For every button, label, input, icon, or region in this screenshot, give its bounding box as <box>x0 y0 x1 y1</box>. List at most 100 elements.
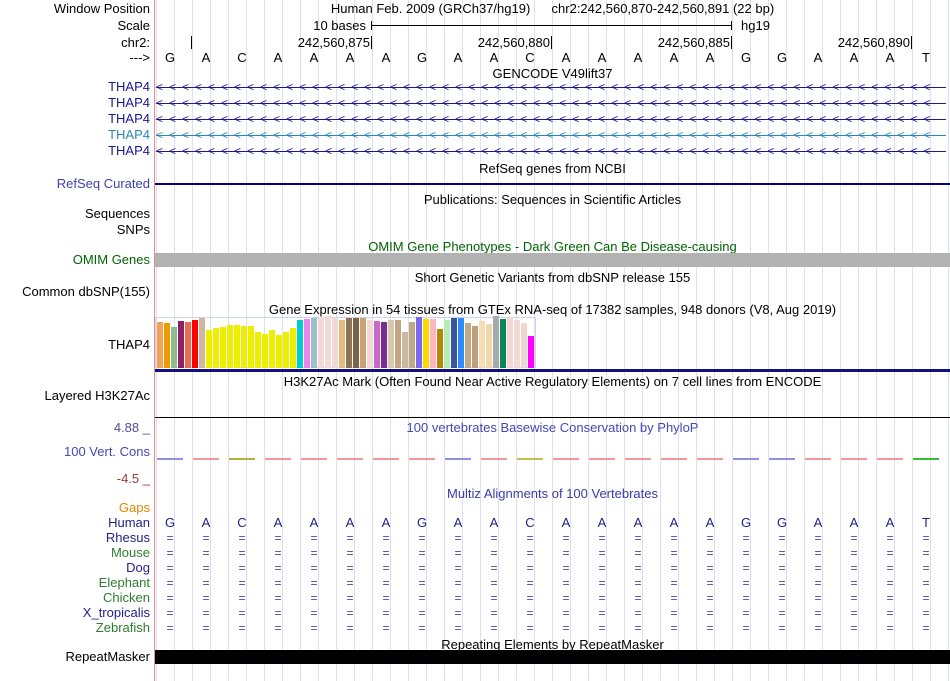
phylop-score-dash[interactable] <box>877 458 903 460</box>
phylop-score-dash[interactable] <box>193 458 219 460</box>
gtex-bar[interactable] <box>163 323 170 368</box>
gtex-bar[interactable] <box>317 317 324 368</box>
gtex-bar[interactable] <box>422 319 429 368</box>
phylop-score-dash[interactable] <box>733 458 759 460</box>
gtex-bar[interactable] <box>443 320 450 368</box>
sequences-label[interactable]: Sequences <box>84 206 150 221</box>
phylop-score-dash[interactable] <box>661 458 687 460</box>
gtex-bar[interactable] <box>170 327 177 368</box>
gtex-bar[interactable] <box>408 322 415 368</box>
gtex-bar[interactable] <box>219 327 226 368</box>
phylop-score-dash[interactable] <box>625 458 651 460</box>
phylop-score-dash[interactable] <box>445 458 471 460</box>
species-label-dog[interactable]: Dog <box>126 560 150 575</box>
gtex-bar[interactable] <box>499 319 506 368</box>
gtex-gene-label[interactable]: THAP4 <box>108 337 150 352</box>
gene-label-thap4[interactable]: THAP4 <box>108 127 150 142</box>
species-label-gaps[interactable]: Gaps <box>118 500 150 515</box>
gene-arrow-line[interactable]: <<<<<<<<<<<<<<<<<<<<<<<<<<<<<<<<<<<<<<<<… <box>156 80 946 95</box>
gene-arrow-line[interactable]: <<<<<<<<<<<<<<<<<<<<<<<<<<<<<<<<<<<<<<<<… <box>156 112 946 127</box>
gene-arrow-line[interactable]: <<<<<<<<<<<<<<<<<<<<<<<<<<<<<<<<<<<<<<<<… <box>156 144 946 159</box>
phylop-score-dash[interactable] <box>481 458 507 460</box>
gtex-bar[interactable] <box>310 318 317 368</box>
gtex-bar[interactable] <box>177 321 184 368</box>
species-label-human[interactable]: Human <box>108 515 150 530</box>
gtex-bar[interactable] <box>247 326 254 368</box>
gtex-bar[interactable] <box>296 320 303 368</box>
gtex-bar[interactable] <box>478 321 485 368</box>
species-label-mouse[interactable]: Mouse <box>110 545 150 560</box>
vert-cons-label[interactable]: 100 Vert. Cons <box>64 444 150 459</box>
repeatmasker-label[interactable]: RepeatMasker <box>65 649 150 664</box>
phylop-score-dash[interactable] <box>229 458 255 460</box>
gtex-bar[interactable] <box>184 322 191 368</box>
gtex-bar[interactable] <box>366 320 373 368</box>
gtex-bar[interactable] <box>450 318 457 368</box>
gene-label-thap4[interactable]: THAP4 <box>108 143 150 158</box>
gtex-bar[interactable] <box>268 330 275 368</box>
gtex-bar[interactable] <box>226 325 233 368</box>
gtex-bar[interactable] <box>380 322 387 368</box>
gtex-bar[interactable] <box>289 328 296 368</box>
phylop-score-dash[interactable] <box>409 458 435 460</box>
phylop-score-dash[interactable] <box>301 458 327 460</box>
species-label-x_tropicalis[interactable]: X_tropicalis <box>82 605 150 620</box>
gene-label-thap4[interactable]: THAP4 <box>108 111 150 126</box>
phylop-score-dash[interactable] <box>265 458 291 460</box>
gtex-bar[interactable] <box>464 323 471 368</box>
repeatmasker-bar[interactable] <box>155 650 950 664</box>
snps-label[interactable]: SNPs <box>116 222 150 237</box>
gene-arrow-line[interactable]: <<<<<<<<<<<<<<<<<<<<<<<<<<<<<<<<<<<<<<<<… <box>156 96 946 111</box>
gtex-bar[interactable] <box>324 316 331 368</box>
gtex-bar[interactable] <box>457 318 464 368</box>
gtex-bar[interactable] <box>429 319 436 368</box>
h3k27ac-label[interactable]: Layered H3K27Ac <box>44 388 150 403</box>
gtex-bar[interactable] <box>485 324 492 368</box>
gtex-bar[interactable] <box>240 326 247 368</box>
phylop-score-dash[interactable] <box>841 458 867 460</box>
gene-label-thap4[interactable]: THAP4 <box>108 79 150 94</box>
gtex-bar[interactable] <box>471 326 478 368</box>
gtex-bar[interactable] <box>212 328 219 368</box>
gtex-bar[interactable] <box>254 332 261 368</box>
gtex-bar[interactable] <box>401 332 408 368</box>
gtex-bar[interactable] <box>303 319 310 368</box>
omim-genes-bar[interactable] <box>155 253 950 267</box>
gene-arrow-line[interactable]: <<<<<<<<<<<<<<<<<<<<<<<<<<<<<<<<<<<<<<<<… <box>156 128 946 143</box>
refseq-curated-label[interactable]: RefSeq Curated <box>56 176 150 191</box>
phylop-score-dash[interactable] <box>805 458 831 460</box>
phylop-score-dash[interactable] <box>337 458 363 460</box>
gtex-bar[interactable] <box>352 318 359 368</box>
gtex-bar[interactable] <box>198 318 205 368</box>
gtex-bar[interactable] <box>520 323 527 368</box>
gtex-bar[interactable] <box>282 332 289 368</box>
gene-label-thap4[interactable]: THAP4 <box>108 95 150 110</box>
common-dbsnp-label[interactable]: Common dbSNP(155) <box>22 284 150 299</box>
gtex-bar[interactable] <box>331 318 338 368</box>
gtex-bar[interactable] <box>345 318 352 368</box>
phylop-score-dash[interactable] <box>589 458 615 460</box>
gtex-bar[interactable] <box>506 317 513 368</box>
species-label-elephant[interactable]: Elephant <box>98 575 150 590</box>
gtex-bar[interactable] <box>492 316 499 368</box>
refseq-line[interactable] <box>155 183 950 185</box>
gtex-bar[interactable] <box>415 317 422 368</box>
gtex-bar[interactable] <box>387 320 394 368</box>
phylop-score-dash[interactable] <box>517 458 543 460</box>
species-label-zebrafish[interactable]: Zebrafish <box>95 620 150 635</box>
gtex-bar[interactable] <box>513 320 520 368</box>
gtex-bar[interactable] <box>205 330 212 368</box>
gtex-bar[interactable] <box>191 320 198 368</box>
species-label-chicken[interactable]: Chicken <box>103 590 150 605</box>
gtex-bar[interactable] <box>261 334 268 368</box>
gtex-bar[interactable] <box>275 335 282 368</box>
phylop-score-dash[interactable] <box>913 458 939 460</box>
gtex-bar[interactable] <box>436 329 443 368</box>
gtex-bar[interactable] <box>233 325 240 368</box>
gtex-bar[interactable] <box>156 322 163 368</box>
species-label-rhesus[interactable]: Rhesus <box>105 530 150 545</box>
gtex-bar[interactable] <box>359 318 366 368</box>
phylop-score-dash[interactable] <box>553 458 579 460</box>
gtex-bar[interactable] <box>338 320 345 368</box>
gtex-bar[interactable] <box>394 320 401 368</box>
